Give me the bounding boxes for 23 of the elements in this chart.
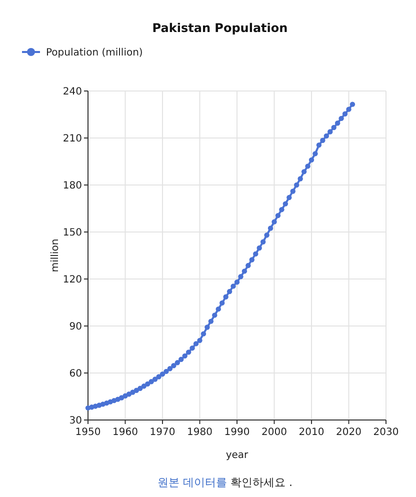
y-axis-title: million <box>50 238 61 272</box>
x-tick-label: 1950 <box>75 427 101 438</box>
x-tick-label: 2030 <box>373 427 399 438</box>
x-tick-label: 2020 <box>336 427 362 438</box>
chart-title: Pakistan Population <box>152 21 288 35</box>
text: 원본 데이터를 <box>158 476 227 489</box>
x-tick-label: 2000 <box>262 427 287 438</box>
x-tick-label: 1980 <box>187 427 212 438</box>
x-tick-label: 2010 <box>298 427 324 438</box>
y-tick-label: 210 <box>62 134 82 144</box>
y-tick-label: 240 <box>62 86 82 98</box>
x-tick-label: 1970 <box>150 427 176 438</box>
y-tick-label: 150 <box>62 228 82 238</box>
y-tick-label: 180 <box>62 180 82 192</box>
y-tick-label: 30 <box>69 416 82 426</box>
text: 확인하세요 . <box>227 476 292 489</box>
x-axis-title: year <box>226 450 250 461</box>
x-tick-label: 1960 <box>112 427 138 438</box>
y-tick-label: 120 <box>62 274 82 286</box>
x-tick-label: 1990 <box>224 427 250 438</box>
y-tick-label: 90 <box>69 322 82 332</box>
y-tick-label: 60 <box>69 368 82 380</box>
legend-label: Population (million) <box>46 48 143 58</box>
